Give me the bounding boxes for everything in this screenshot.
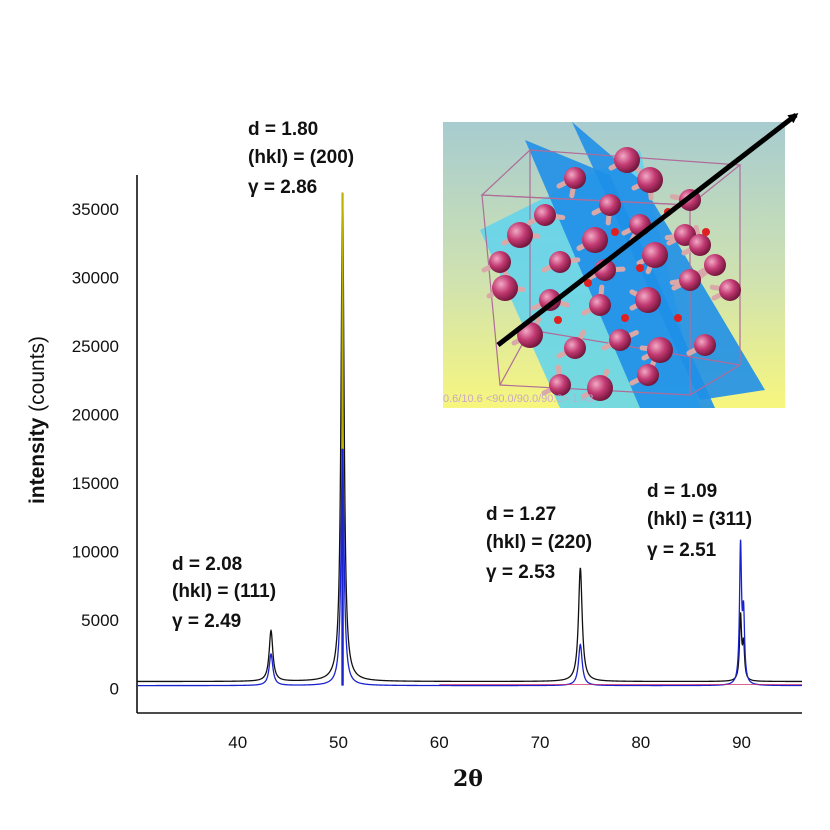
small-atom — [702, 228, 710, 236]
atom — [647, 337, 673, 363]
lattice-plane-2 — [572, 122, 765, 400]
annotation-311-gamma: γ = 2.51 — [647, 540, 717, 561]
annotation-311: d = 1.09 (hkl) = (311) γ = 2.51 — [647, 481, 752, 561]
x-tick-label: 50 — [329, 733, 348, 752]
small-atom — [636, 264, 644, 272]
small-atom — [584, 279, 592, 287]
atom — [589, 294, 611, 316]
annotation-220-gamma: γ = 2.53 — [486, 562, 555, 583]
annotation-200-hkl: (hkl) = (200) — [248, 147, 354, 168]
atom — [599, 194, 621, 216]
direction-arrow — [496, 113, 799, 347]
atom — [549, 251, 571, 273]
y-tick-label: 30000 — [72, 269, 119, 288]
x-axis-label: 2θ — [453, 766, 483, 792]
x-tick-label: 90 — [732, 733, 751, 752]
annotation-111-gamma: γ = 2.49 — [172, 611, 241, 632]
small-atom — [674, 314, 682, 322]
series-line-black — [137, 192, 802, 683]
annotation-220: d = 1.27 (hkl) = (220) γ = 2.53 — [486, 504, 592, 583]
annotation-111: d = 2.08 (hkl) = (111) γ = 2.49 — [172, 554, 276, 632]
atom — [517, 322, 543, 348]
y-tick-label: 15000 — [72, 474, 119, 493]
y-tick-label: 35000 — [72, 200, 119, 219]
y-axis-label: intensity (counts) — [26, 336, 49, 504]
x-tick-label: 80 — [631, 733, 650, 752]
atom — [492, 275, 518, 301]
small-atom — [611, 228, 619, 236]
series-line-blue — [137, 448, 802, 687]
annotation-111-d: d = 2.08 — [172, 554, 242, 575]
annotation-311-d: d = 1.09 — [647, 481, 717, 502]
atom — [489, 251, 511, 273]
x-tick-labels: 40 50 60 70 80 90 — [228, 733, 751, 752]
atom — [587, 375, 613, 401]
y-tick-label: 0 — [110, 679, 119, 698]
atom — [539, 289, 561, 311]
atom — [635, 287, 661, 313]
small-atom — [621, 314, 629, 322]
x-tick-label: 40 — [228, 733, 247, 752]
x-tick-label: 70 — [531, 733, 550, 752]
atom — [694, 334, 716, 356]
y-tick-label: 5000 — [81, 611, 119, 630]
annotation-220-hkl: (hkl) = (220) — [486, 532, 592, 553]
crystal-structure-inset: 0.6/10.6 <90.0/90.0/90.0> 1.43 — [443, 113, 799, 408]
annotation-200-gamma: γ = 2.86 — [248, 177, 317, 198]
y-tick-label: 25000 — [72, 337, 119, 356]
atom — [564, 167, 586, 189]
atom — [637, 364, 659, 386]
atom — [642, 242, 668, 268]
atom — [549, 374, 571, 396]
annotation-311-hkl: (hkl) = (311) — [647, 509, 752, 530]
x-tick-label: 60 — [430, 733, 449, 752]
small-atom — [554, 316, 562, 324]
atom — [609, 329, 631, 351]
atom — [637, 167, 663, 193]
atom — [507, 222, 533, 248]
atom — [704, 254, 726, 276]
y-tick-label: 20000 — [72, 406, 119, 425]
y-tick-labels: 0 5000 10000 15000 20000 25000 30000 35000 — [72, 200, 119, 698]
annotation-200: d = 1.80 (hkl) = (200) γ = 2.86 — [248, 119, 354, 198]
annotation-200-d: d = 1.80 — [248, 119, 318, 140]
inset-caption: 0.6/10.6 <90.0/90.0/90.0> 1.43 — [443, 393, 593, 405]
atom — [534, 204, 556, 226]
plot-series — [137, 192, 802, 687]
atom — [689, 234, 711, 256]
atoms — [489, 147, 741, 401]
annotation-220-d: d = 1.27 — [486, 504, 556, 525]
atom — [719, 279, 741, 301]
annotation-111-hkl: (hkl) = (111) — [172, 581, 276, 602]
atom — [614, 147, 640, 173]
atom — [582, 227, 608, 253]
atom — [564, 337, 586, 359]
y-tick-label: 10000 — [72, 542, 119, 561]
atom — [679, 269, 701, 291]
